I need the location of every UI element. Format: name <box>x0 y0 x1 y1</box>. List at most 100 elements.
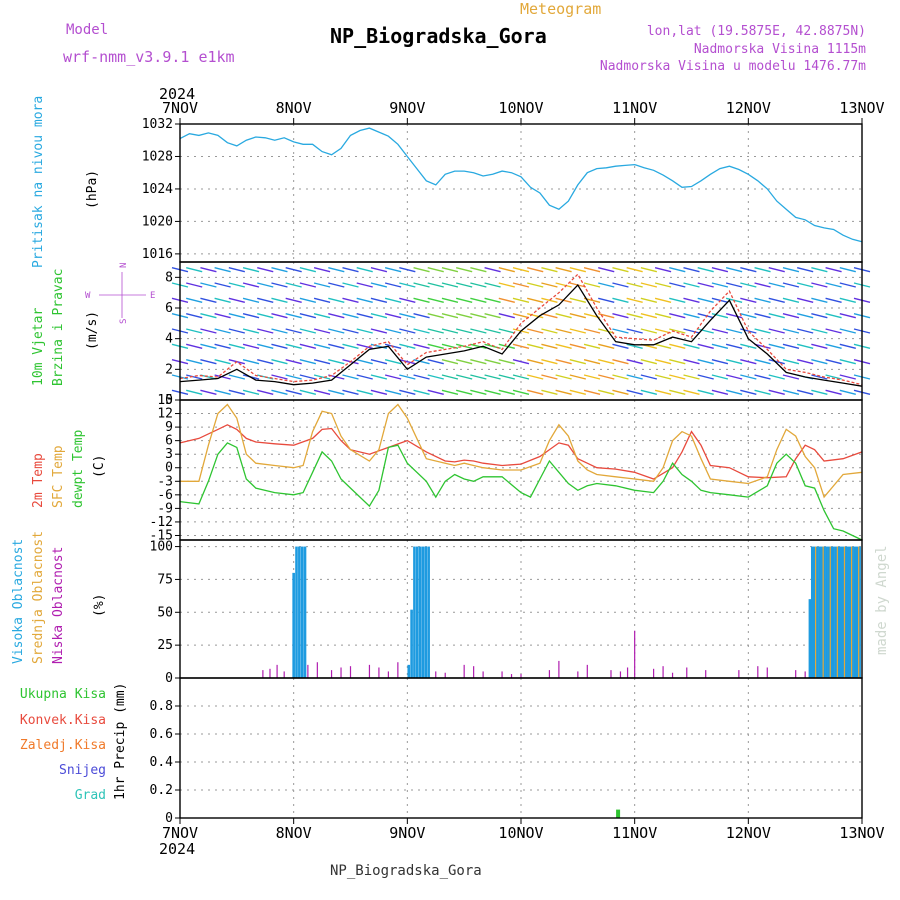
temperature-ytick-label: 6 <box>165 434 173 449</box>
high-cloud-bar <box>822 546 826 678</box>
wind-barb <box>782 297 800 304</box>
wind-barb <box>527 389 544 396</box>
high-cloud-bar <box>855 546 859 678</box>
wind-barb <box>640 358 658 365</box>
wind-barb <box>242 343 260 350</box>
wind-barb <box>839 343 856 350</box>
wind-barb <box>313 343 331 350</box>
wind-barb <box>598 374 615 380</box>
wind-barb <box>754 343 771 350</box>
low-cloud-bar <box>330 670 333 678</box>
wind-barb <box>328 312 345 319</box>
wind-barb <box>470 266 487 273</box>
low-cloud-bar <box>686 667 688 678</box>
wind-barb <box>285 266 302 273</box>
wind-barb <box>811 389 828 396</box>
wind-barb <box>214 312 231 319</box>
wind-barb <box>697 358 714 365</box>
low-cloud-bar <box>738 670 740 678</box>
temperature-ytick-label: -12 <box>150 515 173 530</box>
wind-barb <box>612 343 629 350</box>
wind-barb <box>598 282 615 288</box>
temperature-ytick-label: 15 <box>157 393 173 408</box>
low-cloud-bar <box>510 674 513 678</box>
wind-barb <box>796 328 814 334</box>
wind-barb <box>399 389 416 396</box>
clouds-ytick-label: 75 <box>157 572 173 587</box>
wind-barb <box>768 312 785 319</box>
wind-barb <box>455 358 473 365</box>
clouds-ytick-label: 0 <box>165 671 173 686</box>
wind-barb <box>569 328 587 334</box>
wind-barb <box>228 374 246 380</box>
wind-barb <box>768 282 785 288</box>
wind-barb <box>754 358 771 365</box>
wind-barb <box>285 343 302 350</box>
wind-barb <box>796 343 814 350</box>
high-cloud-bar <box>303 546 307 678</box>
wind-barb <box>612 282 629 288</box>
wind-barb <box>313 328 331 334</box>
wind-barb <box>683 343 700 350</box>
wind-barb <box>200 266 217 273</box>
altitude-label: Nadmorska Visina 1115m <box>694 42 866 57</box>
wind-barb <box>342 343 359 350</box>
wind-barb <box>427 282 444 288</box>
meteogram-subtitle: Meteogram <box>520 0 601 18</box>
wind-barb <box>683 389 700 396</box>
wind-barb <box>285 358 302 365</box>
wind-barb <box>328 282 345 288</box>
low-cloud-bar <box>463 664 465 678</box>
wind-barb <box>740 282 757 288</box>
wind-barb <box>356 343 373 350</box>
wind-barb <box>683 328 700 334</box>
temperature-ytick-label: -6 <box>157 488 173 503</box>
wind-barb <box>512 374 530 380</box>
wind-barb <box>313 297 331 304</box>
wind-barb <box>527 374 544 380</box>
wind-barb <box>512 343 530 350</box>
wind-barb <box>399 358 416 365</box>
low-cloud-bar <box>349 666 352 678</box>
wind-barb <box>441 282 459 288</box>
wind-barb <box>214 343 231 350</box>
high-cloud-bar <box>421 546 425 678</box>
wind-barb <box>228 297 246 304</box>
precip-ytick-label: 0.6 <box>150 727 173 742</box>
clouds-ytick-label: 25 <box>157 638 173 653</box>
wind-barb <box>612 389 629 396</box>
wind-barb <box>214 389 231 396</box>
wind-barb <box>455 389 473 396</box>
wind-barb <box>257 266 274 273</box>
wind-barb <box>782 312 800 319</box>
high-cloud-bar <box>300 546 304 678</box>
wind-barb <box>626 343 643 350</box>
wind-barb <box>583 328 601 334</box>
low-cloud-bar <box>473 666 475 678</box>
high-cloud-bar <box>424 546 428 678</box>
wind-barb <box>214 358 231 365</box>
wind-barb <box>754 312 771 319</box>
precip-legend-snow: Snijeg <box>59 763 106 778</box>
wind-barb <box>427 343 444 350</box>
low-cloud-bar <box>520 674 522 678</box>
wind-barb <box>328 297 345 304</box>
model-label: Model <box>66 22 108 38</box>
wind-barb <box>413 297 430 304</box>
wind-barb <box>384 312 402 319</box>
wind-barb <box>654 297 672 304</box>
low-cloud-bar <box>276 664 278 678</box>
wind-barb <box>598 312 615 319</box>
wind-barb <box>654 358 672 365</box>
wind-barb <box>527 343 544 350</box>
wind-barb <box>711 389 729 396</box>
xtick-label-bottom: 13NOV <box>839 824 884 842</box>
pressure-series-line <box>179 127 863 243</box>
wind-barb <box>299 297 317 304</box>
wind-barb <box>186 312 203 319</box>
cloud-ylabel-mid: Srednja Oblacnost <box>31 531 46 664</box>
high-cloud-bar <box>839 546 842 678</box>
wind-barb <box>498 297 515 304</box>
wind-barb <box>725 282 743 288</box>
temperature-ytick-label: -15 <box>150 528 173 543</box>
